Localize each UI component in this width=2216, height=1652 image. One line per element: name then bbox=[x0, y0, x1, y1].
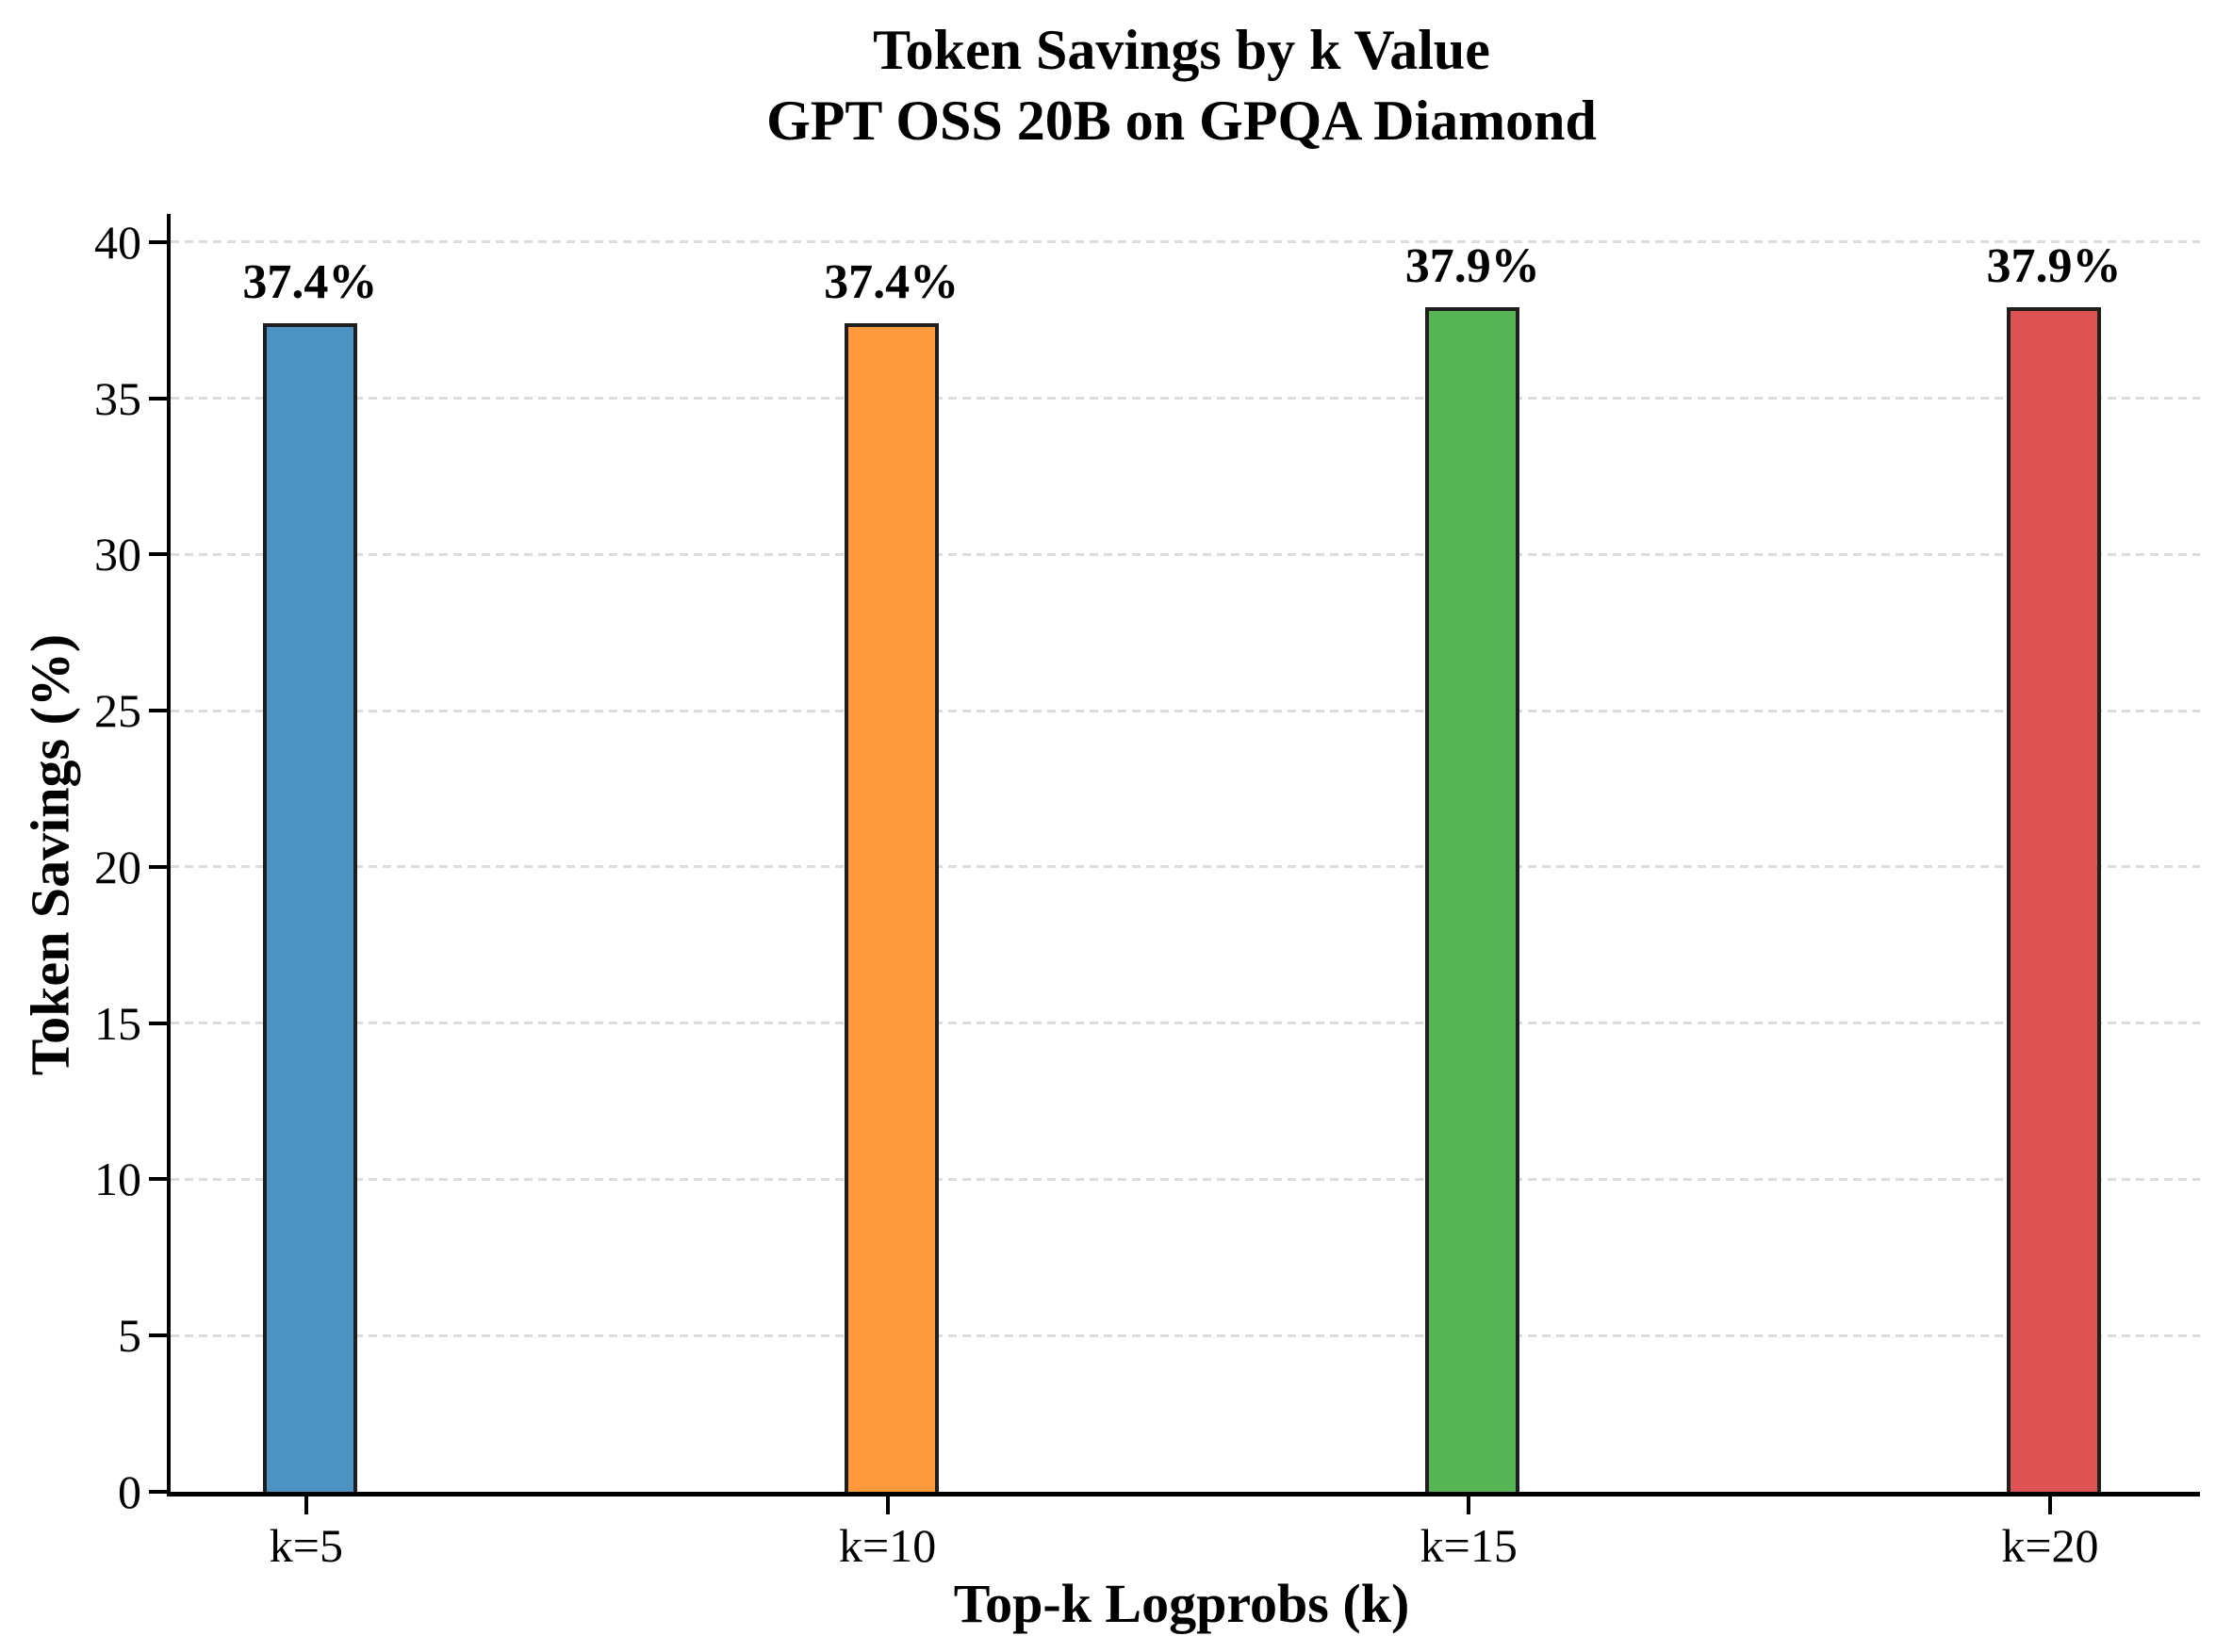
y-tick-label: 40 bbox=[94, 215, 141, 269]
y-tick-mark bbox=[149, 1490, 167, 1494]
x-axis-label: Top-k Logprobs (k) bbox=[953, 1573, 1410, 1634]
bar-value-label: 37.4% bbox=[824, 255, 960, 310]
x-tick-label: k=10 bbox=[838, 1519, 937, 1572]
y-tick-mark bbox=[149, 552, 167, 557]
bar-k-5 bbox=[262, 323, 357, 1492]
bar-k-15 bbox=[1425, 307, 1520, 1492]
y-tick-mark bbox=[149, 709, 167, 713]
gridline-y-35 bbox=[171, 397, 2200, 401]
gridline-y-15 bbox=[171, 1022, 2200, 1025]
chart-subtitle: GPT OSS 20B on GPQA Diamond bbox=[766, 90, 1597, 152]
y-tick-mark bbox=[149, 1333, 167, 1338]
bar-k-20 bbox=[2006, 307, 2101, 1492]
gridline-y-25 bbox=[171, 709, 2200, 712]
y-tick-mark bbox=[149, 396, 167, 401]
gridline-y-5 bbox=[171, 1333, 2200, 1337]
y-tick-mark bbox=[149, 864, 167, 869]
y-tick-mark bbox=[149, 239, 167, 244]
y-tick-label: 20 bbox=[94, 840, 141, 893]
y-tick-label: 25 bbox=[94, 684, 141, 738]
plot-area: 37.4% 37.4% 37.9% 37.9% bbox=[167, 214, 2200, 1497]
bar-k-10 bbox=[844, 323, 939, 1492]
y-tick-mark bbox=[149, 1021, 167, 1025]
chart-title: Token Savings by k Value bbox=[873, 19, 1490, 81]
x-tick-mark bbox=[304, 1497, 308, 1514]
gridline-y-30 bbox=[171, 552, 2200, 556]
x-tick-label: k=20 bbox=[2001, 1519, 2099, 1572]
x-tick-label: k=15 bbox=[1420, 1519, 1518, 1572]
x-tick-mark bbox=[2047, 1497, 2052, 1514]
y-tick-label: 35 bbox=[94, 371, 141, 425]
gridline-y-10 bbox=[171, 1177, 2200, 1181]
bar-value-label: 37.9% bbox=[1404, 239, 1540, 294]
y-tick-label: 15 bbox=[94, 996, 141, 1050]
x-tick-mark bbox=[885, 1497, 890, 1514]
y-tick-label: 30 bbox=[94, 528, 141, 581]
x-tick-mark bbox=[1467, 1497, 1471, 1514]
y-tick-label: 5 bbox=[118, 1309, 141, 1363]
gridline-y-40 bbox=[171, 240, 2200, 244]
x-tick-label: k=5 bbox=[269, 1519, 344, 1572]
chart-title-block: Token Savings by k Value GPT OSS 20B on … bbox=[167, 15, 2196, 156]
bar-value-label: 37.9% bbox=[1986, 239, 2122, 294]
bar-value-label: 37.4% bbox=[242, 255, 378, 310]
y-tick-label: 0 bbox=[118, 1465, 141, 1518]
y-tick-mark bbox=[149, 1177, 167, 1182]
y-tick-label: 10 bbox=[94, 1153, 141, 1206]
gridline-y-20 bbox=[171, 865, 2200, 869]
